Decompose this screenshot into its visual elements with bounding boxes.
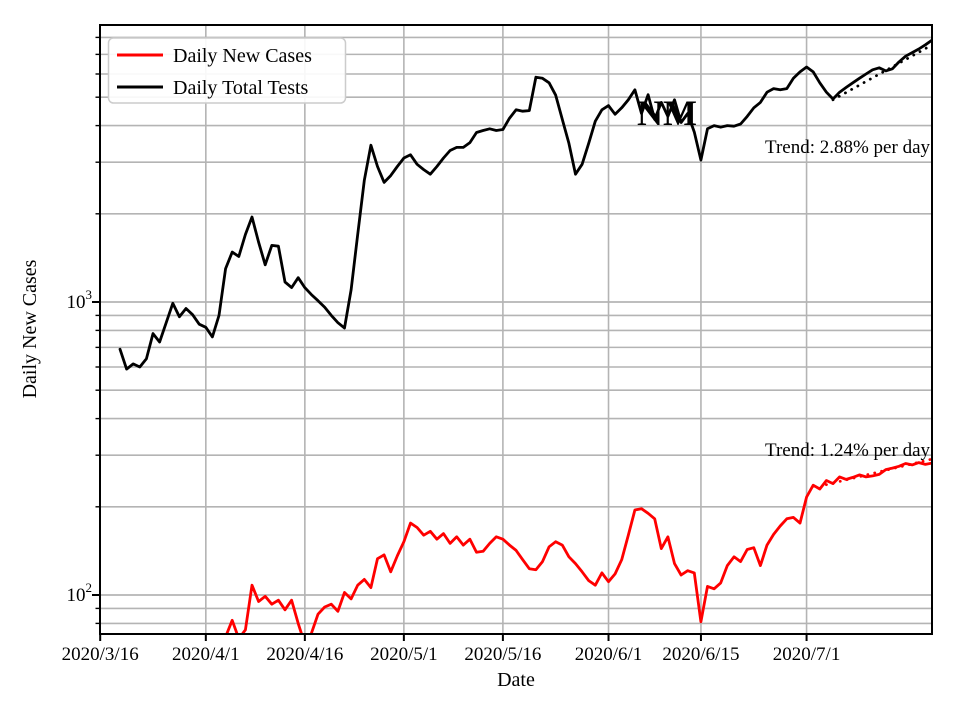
legend: Daily New Cases Daily Total Tests [107, 37, 347, 104]
state-annotation: NM [637, 93, 697, 133]
series-layer [118, 38, 932, 634]
x-tick-label: 2020/6/1 [575, 644, 643, 665]
y-axis-label: Daily New Cases [19, 259, 41, 398]
x-tick-label: 2020/6/15 [662, 644, 739, 665]
x-tick-label: 2020/4/1 [172, 644, 240, 665]
x-tick-label: 2020/7/1 [773, 644, 841, 665]
tick-layer [92, 36, 808, 641]
legend-label-daily-new-cases: Daily New Cases [173, 45, 312, 67]
x-tick-label: 2020/4/16 [266, 644, 343, 665]
grid-layer [99, 25, 932, 634]
tests-trend-annotation: Trend: 2.88% per day [765, 137, 930, 158]
cases-trend-annotation: Trend: 1.24% per day [765, 440, 930, 461]
legend-label-daily-total-tests: Daily Total Tests [173, 77, 309, 99]
x-tick-label: 2020/5/16 [464, 644, 541, 665]
tests-trend-line [831, 43, 932, 102]
x-tick-label: 2020/3/16 [62, 644, 139, 665]
y-tick-label: 103 [67, 287, 93, 313]
plot-border [99, 24, 933, 635]
x-tick-label: 2020/5/1 [370, 644, 438, 665]
y-tick-label: 102 [67, 580, 93, 606]
x-axis-label: Date [497, 669, 535, 691]
trend-layer [824, 43, 932, 487]
daily-new-cases-line [225, 461, 932, 634]
cases-trend-line [824, 457, 932, 487]
legend-box [107, 37, 347, 104]
daily-total-tests-line [118, 38, 932, 371]
tick-label-layer: 2020/3/16 2020/4/1 2020/4/16 2020/5/1 2020/5… [62, 287, 841, 665]
